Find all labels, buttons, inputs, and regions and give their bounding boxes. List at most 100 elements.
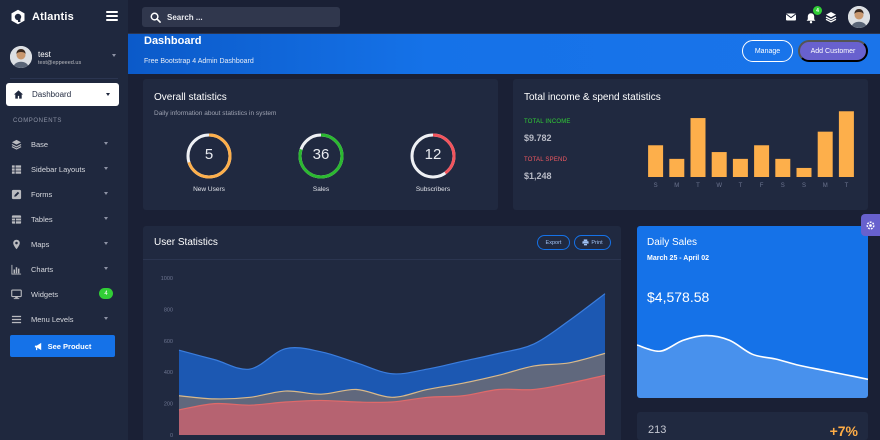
manage-button[interactable]: Manage xyxy=(742,40,793,62)
stat-label: Sales xyxy=(312,186,330,193)
print-button[interactable]: Print xyxy=(574,235,611,250)
income-spend-card: Total income & spend statistics TOTAL IN… xyxy=(513,79,868,210)
bar xyxy=(817,131,833,177)
overall-statistics-card: Overall statistics Daily information abo… xyxy=(143,79,498,210)
progress-arc xyxy=(186,133,232,179)
bar xyxy=(838,111,854,177)
series-line xyxy=(178,352,606,400)
print-icon xyxy=(582,239,589,246)
notification-bell[interactable]: 4 xyxy=(805,6,822,24)
sidebar-item-label: Dashboard xyxy=(32,90,72,99)
sidebar-item-label: Maps xyxy=(31,239,50,249)
navbar-avatar[interactable] xyxy=(848,6,870,28)
sidebar-user[interactable]: test test@eppeeed.us xyxy=(10,42,120,72)
sidebar-item-base[interactable]: Base xyxy=(11,137,116,151)
sidebar-item-sidebar-layouts[interactable]: Sidebar Layouts xyxy=(11,162,116,176)
sidebar: test test@eppeeed.us Dashboard COMPONENT… xyxy=(0,34,128,440)
add-customer-button[interactable]: Add Customer xyxy=(798,40,868,62)
y-tick-label: 0 xyxy=(170,433,173,439)
layers-icon[interactable] xyxy=(825,11,837,23)
panel-header: Dashboard Free Bootstrap 4 Admin Dashboa… xyxy=(128,34,880,74)
chevron-down-icon[interactable] xyxy=(112,54,116,57)
date-range: March 25 - April 02 xyxy=(647,255,709,262)
see-product-button[interactable]: See Product xyxy=(10,335,115,357)
series-line xyxy=(178,374,606,411)
top-navbar: 4 xyxy=(128,0,880,34)
home-icon xyxy=(13,90,24,99)
card-title: Overall statistics xyxy=(154,92,227,103)
stat-change: +7% xyxy=(829,423,858,439)
bar xyxy=(648,145,664,177)
bar xyxy=(711,152,727,177)
x-tick-label: W xyxy=(716,183,722,189)
bell-icon xyxy=(806,13,816,24)
chevron-down-icon xyxy=(104,317,108,320)
bar xyxy=(796,167,812,177)
envelope-icon[interactable] xyxy=(785,11,797,23)
notification-badge: 4 xyxy=(813,6,822,15)
sidebar-item-maps[interactable]: Maps xyxy=(11,237,116,251)
card-title: User Statistics xyxy=(154,237,218,248)
stat-label: New Users xyxy=(193,186,225,193)
total-spend-label: TOTAL SPEND xyxy=(524,157,568,163)
progress-ring xyxy=(410,133,456,179)
gear-icon xyxy=(866,220,875,230)
user-email: test@eppeeed.us xyxy=(38,59,82,66)
bar xyxy=(732,158,748,177)
stat-value: 12 xyxy=(424,146,442,163)
page-subtitle: Free Bootstrap 4 Admin Dashboard xyxy=(144,58,254,65)
menu-toggle-icon[interactable] xyxy=(106,11,118,21)
progress-ring xyxy=(186,133,232,179)
card-title: Total income & spend statistics xyxy=(524,92,661,103)
sidebar-item-charts[interactable]: Charts xyxy=(11,262,116,276)
user-statistics-card: User Statistics Export Print 0 200 400 600 8… xyxy=(143,226,621,440)
avatar xyxy=(10,46,32,68)
bars-icon xyxy=(11,315,22,323)
export-button[interactable]: Export xyxy=(537,235,570,250)
layers-icon xyxy=(11,139,22,150)
sidebar-item-label: Widgets xyxy=(31,289,59,299)
sales-line xyxy=(637,334,868,381)
chevron-down-icon xyxy=(104,267,108,270)
progress-arc xyxy=(298,133,344,179)
x-tick-label: T xyxy=(696,183,700,189)
search-bar xyxy=(142,7,340,27)
stat-circle: 36 xyxy=(297,132,345,180)
stat-label: Subscribers xyxy=(415,186,451,193)
logo-header: Atlantis xyxy=(0,0,128,34)
sidebar-item-dashboard[interactable]: Dashboard xyxy=(6,83,119,106)
total-income-value: $9.782 xyxy=(524,133,552,143)
card-title: Daily Sales xyxy=(647,237,698,248)
search-input[interactable] xyxy=(167,12,327,22)
bar xyxy=(669,158,685,177)
chevron-down-icon xyxy=(104,217,108,220)
sidebar-item-forms[interactable]: Forms xyxy=(11,187,116,201)
desktop-icon xyxy=(11,289,22,299)
sidebar-item-label: Sidebar Layouts xyxy=(31,164,86,174)
card-divider xyxy=(143,259,621,260)
sidebar-item-tables[interactable]: Tables xyxy=(11,212,116,226)
map-marker-icon xyxy=(13,239,20,249)
atlantis-logo-icon[interactable] xyxy=(10,9,26,25)
x-tick-label: T xyxy=(739,183,743,189)
y-tick-label: 200 xyxy=(164,402,173,408)
chevron-down-icon xyxy=(104,242,108,245)
stat-value: 36 xyxy=(312,146,330,163)
sidebar-item-label: Charts xyxy=(31,264,54,274)
progress-ring xyxy=(298,133,344,179)
chevron-down-icon xyxy=(104,167,108,170)
user-name: test xyxy=(38,49,51,59)
brand-name[interactable]: Atlantis xyxy=(32,11,74,23)
x-tick-label: S xyxy=(781,183,785,189)
sidebar-item-label: Base xyxy=(31,139,49,149)
y-tick-label: 600 xyxy=(164,339,173,345)
sidebar-item-menu-levels[interactable]: Menu Levels xyxy=(11,312,116,326)
sidebar-item-widgets[interactable]: Widgets 4 xyxy=(11,287,116,301)
area-series xyxy=(179,375,605,435)
settings-toggle[interactable] xyxy=(861,214,880,236)
search-icon[interactable] xyxy=(150,12,161,23)
divider xyxy=(10,78,118,79)
export-label: Export xyxy=(545,239,562,246)
stat-value: 213 xyxy=(648,424,667,436)
